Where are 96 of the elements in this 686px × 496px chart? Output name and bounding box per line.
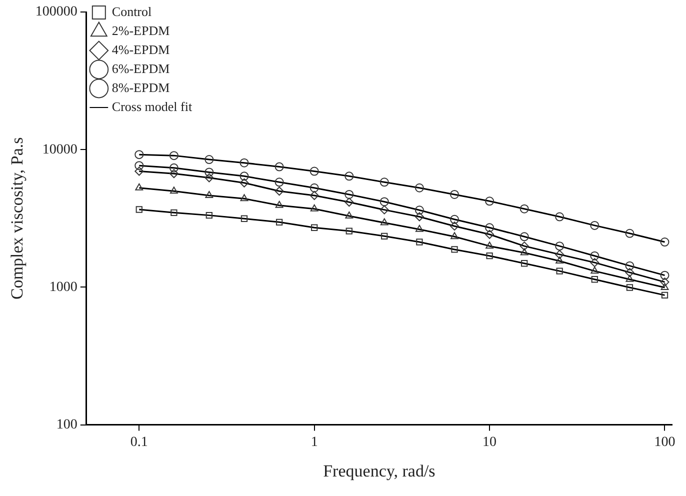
y-tick-label: 100000 <box>35 4 78 20</box>
legend-label: Control <box>112 4 152 19</box>
point <box>661 292 668 299</box>
point <box>381 232 388 240</box>
point <box>380 205 389 214</box>
point <box>555 212 564 222</box>
point <box>660 278 670 287</box>
point <box>520 204 529 214</box>
legend-label: 2%-EPDM <box>112 22 170 38</box>
point <box>450 222 460 231</box>
point <box>660 238 670 247</box>
point <box>450 190 460 199</box>
point <box>274 186 284 196</box>
y-tick-label: 10000 <box>42 142 78 158</box>
point <box>556 256 564 264</box>
point <box>310 204 318 212</box>
point <box>451 246 458 253</box>
point <box>240 215 248 222</box>
point <box>169 151 178 160</box>
point <box>485 196 494 206</box>
point <box>204 155 214 164</box>
point <box>134 166 144 176</box>
point <box>485 223 494 232</box>
point <box>275 200 284 208</box>
point <box>169 163 178 172</box>
point <box>414 183 424 192</box>
point <box>240 158 249 168</box>
point <box>590 220 600 230</box>
point <box>380 178 389 187</box>
point <box>660 270 670 280</box>
point <box>346 228 352 234</box>
point <box>485 230 494 239</box>
y-tick-label: 100 <box>56 417 78 432</box>
point <box>204 173 214 182</box>
point <box>590 258 600 268</box>
point <box>134 161 144 170</box>
legend-label: 4%-EPDM <box>112 42 170 57</box>
point <box>170 186 178 194</box>
point <box>240 178 249 188</box>
x-tick-label: 10 <box>482 434 497 450</box>
point <box>486 252 493 260</box>
point <box>240 172 249 181</box>
point <box>625 261 634 270</box>
point <box>240 194 248 202</box>
point <box>310 183 319 192</box>
point <box>486 242 494 249</box>
legend-label: 8%-EPDM <box>112 80 170 95</box>
point <box>416 238 423 246</box>
point <box>414 206 424 215</box>
x-tick-label: 100 <box>654 434 676 450</box>
point <box>626 284 634 291</box>
point <box>310 190 319 200</box>
point <box>520 248 528 256</box>
point <box>276 218 283 226</box>
point <box>590 251 600 260</box>
point <box>380 218 388 226</box>
point <box>450 232 458 240</box>
point <box>135 183 144 190</box>
point <box>555 242 564 251</box>
point <box>380 197 389 206</box>
point <box>170 209 178 216</box>
point <box>590 266 599 274</box>
point <box>344 190 354 199</box>
x-axis-title: Frequency, rad/s <box>323 461 436 480</box>
point <box>204 168 214 177</box>
point <box>345 212 354 219</box>
point <box>520 242 529 251</box>
point <box>310 166 319 176</box>
point <box>521 260 528 267</box>
point <box>520 232 529 242</box>
y-tick-label: 1000 <box>49 280 78 295</box>
point <box>414 212 424 222</box>
x-tick-label: 1 <box>310 434 318 450</box>
point <box>205 190 214 198</box>
point <box>415 224 424 232</box>
point <box>344 172 354 181</box>
point <box>311 224 318 231</box>
point <box>169 169 178 178</box>
point <box>555 250 564 259</box>
point <box>626 274 634 282</box>
point <box>660 283 669 290</box>
point <box>206 212 212 219</box>
point <box>591 276 598 283</box>
point <box>625 268 634 277</box>
point <box>274 178 284 187</box>
point <box>556 268 563 274</box>
point <box>344 198 354 207</box>
legend-label: Cross model fit <box>112 98 192 114</box>
point <box>274 162 284 172</box>
x-tick-label: 0.1 <box>130 434 148 450</box>
y-axis-title: Complex viscosity, Pa.s <box>8 137 27 300</box>
point <box>134 150 144 160</box>
point <box>625 228 634 238</box>
legend-label: 6%-EPDM <box>112 60 170 76</box>
point <box>136 206 142 213</box>
point <box>450 214 460 224</box>
